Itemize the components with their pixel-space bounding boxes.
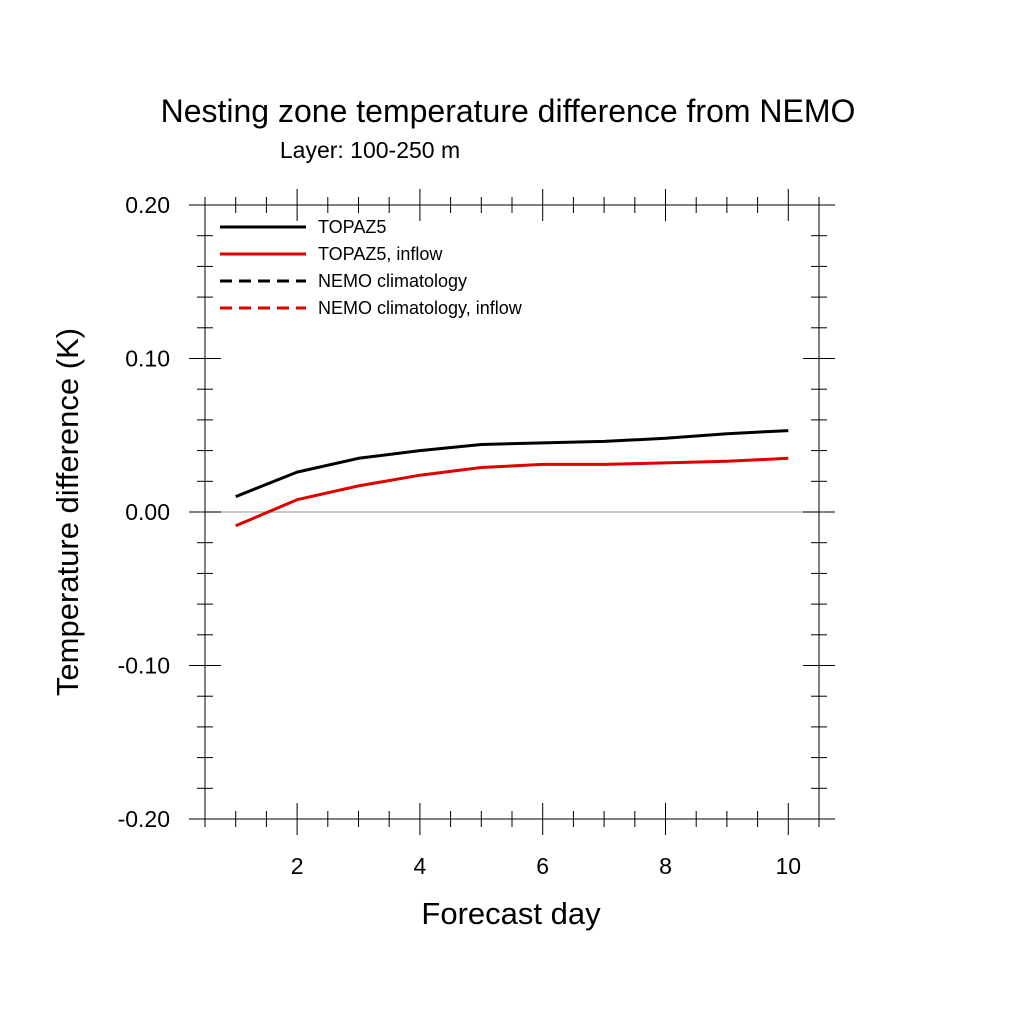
x-tick-label: 4 <box>414 853 427 879</box>
legend-label-1: TOPAZ5, inflow <box>318 244 443 264</box>
ticks-layer: 2 4 6 8 10 0.20 0.10 0.00 -0.10 -0.20 <box>118 189 835 879</box>
chart-title: Nesting zone temperature difference from… <box>161 93 856 129</box>
y-tick-label: 0.20 <box>125 192 170 218</box>
legend-label-2: NEMO climatology <box>318 271 467 291</box>
y-tick-label: -0.10 <box>118 653 170 679</box>
legend: TOPAZ5 TOPAZ5, inflow NEMO climatology NEMO… <box>220 217 523 318</box>
chart-subtitle: Layer: 100-250 m <box>280 137 460 163</box>
legend-label-3: NEMO climatology, inflow <box>318 298 523 318</box>
x-tick-label: 2 <box>291 853 304 879</box>
legend-label-0: TOPAZ5 <box>318 217 386 237</box>
x-tick-label: 8 <box>659 853 672 879</box>
y-tick-label: -0.20 <box>118 806 170 832</box>
plot-frame <box>204 204 820 820</box>
y-tick-label: 0.00 <box>125 499 170 525</box>
y-axis-title: Temperature difference (K) <box>50 328 85 696</box>
x-tick-label: 6 <box>536 853 549 879</box>
series-line-0 <box>235 429 789 498</box>
series-line-1 <box>235 456 789 528</box>
x-tick-label: 10 <box>776 853 802 879</box>
y-tick-label: 0.10 <box>125 346 170 372</box>
series-layer <box>235 429 789 528</box>
x-axis-title: Forecast day <box>421 896 601 931</box>
